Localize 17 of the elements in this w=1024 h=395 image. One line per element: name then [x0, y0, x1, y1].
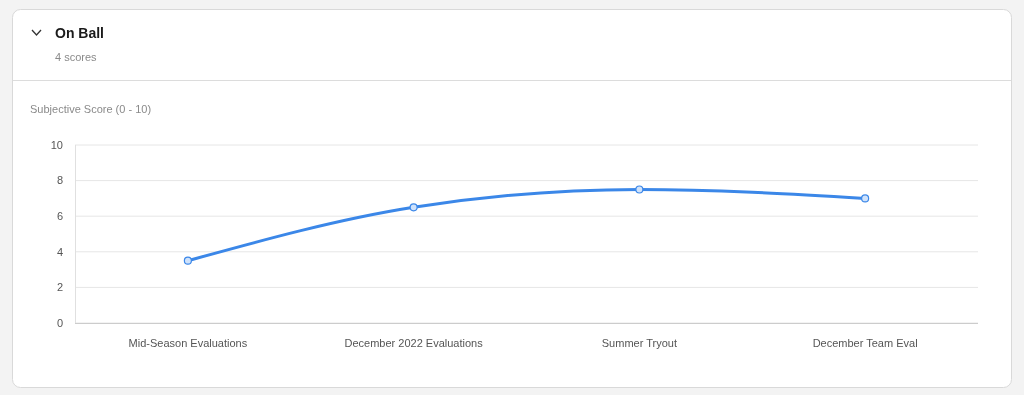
y-axis-title: Subjective Score (0 - 10) [30, 103, 152, 115]
y-tick-label: 8 [56, 174, 63, 187]
point [183, 256, 192, 265]
y-tick-label: 2 [56, 281, 63, 294]
x-tick-label: December 2022 Evaluations [344, 337, 484, 349]
y-tick-label: 10 [50, 138, 63, 151]
chart-title: On Ball [55, 25, 105, 41]
x-tick-label: December Team Eval [812, 337, 918, 349]
y-tick-label: 6 [56, 210, 63, 223]
chart-subtitle: 4 scores [55, 51, 98, 63]
x-tick-label: Mid-Season Evaluations [128, 337, 248, 349]
point [635, 185, 644, 194]
point [409, 203, 418, 212]
y-tick-label: 0 [56, 316, 63, 329]
y-tick-label: 4 [56, 245, 63, 258]
x-tick-label: Summer Tryout [601, 337, 677, 349]
point [861, 194, 870, 203]
